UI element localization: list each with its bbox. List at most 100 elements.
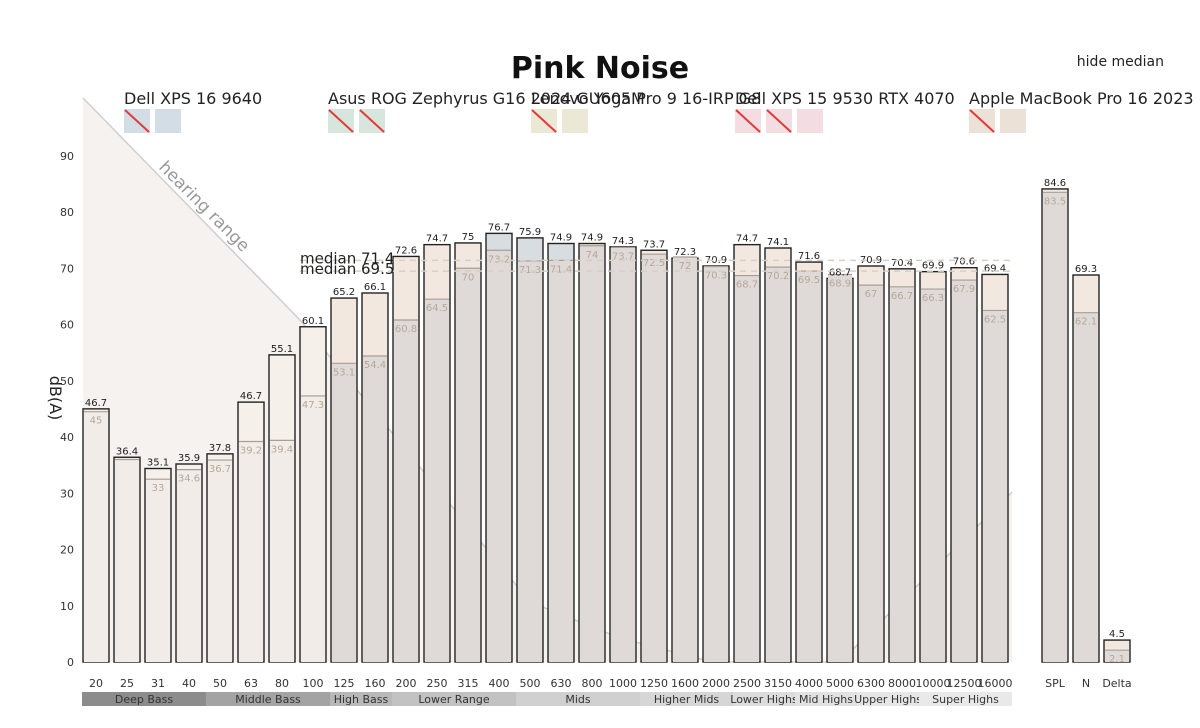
bar-value-label: 55.1 xyxy=(271,344,293,355)
bar-median-label: 39.4 xyxy=(271,444,293,455)
summary-bar-median xyxy=(1105,650,1129,662)
frequency-range-band xyxy=(330,692,392,706)
bar-median-label: 72 xyxy=(679,261,692,272)
frequency-ranges: Deep Bass Middle Bass High Bass Lower Range… xyxy=(82,692,1012,706)
x-tick-label: 100 xyxy=(303,677,324,690)
bar-median-label: 45 xyxy=(90,416,103,427)
bar-value-label: 70.9 xyxy=(860,255,882,266)
bar-median xyxy=(84,411,108,662)
x-tick-label: 12500 xyxy=(947,677,982,690)
frequency-range-label: High Bass xyxy=(334,693,389,706)
y-tick-label: 60 xyxy=(60,319,74,332)
bar-median xyxy=(549,260,573,662)
y-tick-label: 20 xyxy=(60,544,74,557)
summary-median-label: 62.1 xyxy=(1075,317,1097,328)
legend-swatch-disabled-mark xyxy=(766,109,792,133)
bar-median xyxy=(828,274,852,662)
y-axis-label: dB(A) xyxy=(46,376,65,421)
summary-bar-median xyxy=(1043,192,1067,662)
x-tick-label: 6300 xyxy=(857,677,885,690)
bar-median xyxy=(270,440,294,662)
bar-value-label: 70.6 xyxy=(953,257,975,268)
summary-bar-median xyxy=(1074,312,1098,662)
bar-value-label: 73.7 xyxy=(643,239,665,250)
x-tick-label: N xyxy=(1082,677,1090,690)
legend-device-name: Apple MacBook Pro 16 2023 M3 Max xyxy=(969,89,1200,108)
bar-median xyxy=(859,285,883,662)
bar-median xyxy=(208,460,232,662)
x-tick-label: 1600 xyxy=(671,677,699,690)
x-tick-label: 25 xyxy=(120,677,134,690)
legend-swatch-disabled-mark xyxy=(735,109,761,133)
x-tick-label: 400 xyxy=(489,677,510,690)
x-axis: 20 25 31 40 50 63 80 100 125 160 200 250 315 400 500 63… xyxy=(89,677,1132,690)
bar-value-label: 35.9 xyxy=(178,453,200,464)
summary-value-label: 69.3 xyxy=(1075,264,1097,275)
frequency-range-label: Lower Range xyxy=(418,693,490,706)
y-tick-label: 80 xyxy=(60,206,74,219)
frequency-range-band xyxy=(795,692,857,706)
x-tick-label: SPL xyxy=(1045,677,1066,690)
frequency-range-band xyxy=(857,692,919,706)
bar-median-label: 62.5 xyxy=(984,314,1006,325)
bar-value-label: 75 xyxy=(462,232,475,243)
x-tick-label: 31 xyxy=(151,677,165,690)
y-tick-label: 90 xyxy=(60,150,74,163)
legend-device-name: Asus ROG Zephyrus G16 2024 GU605M xyxy=(328,89,645,108)
x-tick-label: 80 xyxy=(275,677,289,690)
median-label: median 69.5 xyxy=(300,260,394,278)
bar-value-label: 74.7 xyxy=(426,234,448,245)
legend: Dell XPS 16 9640 Asus ROG Zephyrus G16 20… xyxy=(124,89,1200,133)
bar-median-label: 60.8 xyxy=(395,324,417,335)
x-tick-label: 630 xyxy=(551,677,572,690)
bar-value-label: 37.8 xyxy=(209,443,231,454)
bar-median xyxy=(146,479,170,662)
y-tick-label: 50 xyxy=(60,375,74,388)
x-tick-label: 20 xyxy=(89,677,103,690)
frequency-range-label: Mids xyxy=(565,693,591,706)
summary-median-label: 2.1 xyxy=(1109,654,1125,665)
bar-median xyxy=(301,395,325,662)
bar-median-label: 67 xyxy=(865,289,878,300)
bar-median xyxy=(766,267,790,662)
hide-median-button[interactable]: hide median xyxy=(1076,54,1164,70)
bar-median xyxy=(425,299,449,662)
bar-value-label: 75.9 xyxy=(519,227,541,238)
x-tick-label: 16000 xyxy=(978,677,1013,690)
bar-value-label: 76.7 xyxy=(488,222,510,233)
bar-median xyxy=(952,280,976,662)
bar-median-label: 74 xyxy=(586,250,599,261)
x-tick-label: 63 xyxy=(244,677,258,690)
bars: 46.7 45 36.4 35.1 33 35.9 34.6 37.8 36.7 46.7 39.2… xyxy=(82,178,1131,665)
bar-value-label: 69.4 xyxy=(984,263,1006,274)
x-tick-label: 500 xyxy=(520,677,541,690)
bar-median-label: 36.7 xyxy=(209,464,231,475)
y-tick-label: 0 xyxy=(67,656,74,669)
legend-swatch xyxy=(797,109,823,133)
bar-median-label: 34.6 xyxy=(178,474,200,485)
bar-median xyxy=(115,459,139,662)
bar-value-label: 68.7 xyxy=(829,267,851,278)
bar-value-label: 35.1 xyxy=(147,458,169,469)
bar-median-label: 70 xyxy=(462,272,475,283)
frequency-range-band xyxy=(392,692,516,706)
legend-swatch xyxy=(1000,109,1026,133)
bar-median xyxy=(735,275,759,662)
x-tick-label: 125 xyxy=(334,677,355,690)
summary-median-label: 83.5 xyxy=(1044,196,1066,207)
bar-median-label: 70.2 xyxy=(767,271,789,282)
frequency-range-label: Middle Bass xyxy=(235,693,301,706)
y-tick-label: 40 xyxy=(60,431,74,444)
frequency-range-label: Super Highs xyxy=(932,693,999,706)
bar-value-label: 46.7 xyxy=(240,391,262,402)
bar-median xyxy=(611,247,635,662)
legend-swatch xyxy=(155,109,181,133)
bar-median xyxy=(890,286,914,662)
frequency-range-label: Upper Highs xyxy=(854,693,922,706)
bar-value-label: 70.4 xyxy=(891,258,913,269)
bar-median-label: 67.9 xyxy=(953,284,975,295)
x-tick-label: 1250 xyxy=(640,677,668,690)
legend-swatch xyxy=(562,109,588,133)
bar-median xyxy=(673,257,697,662)
